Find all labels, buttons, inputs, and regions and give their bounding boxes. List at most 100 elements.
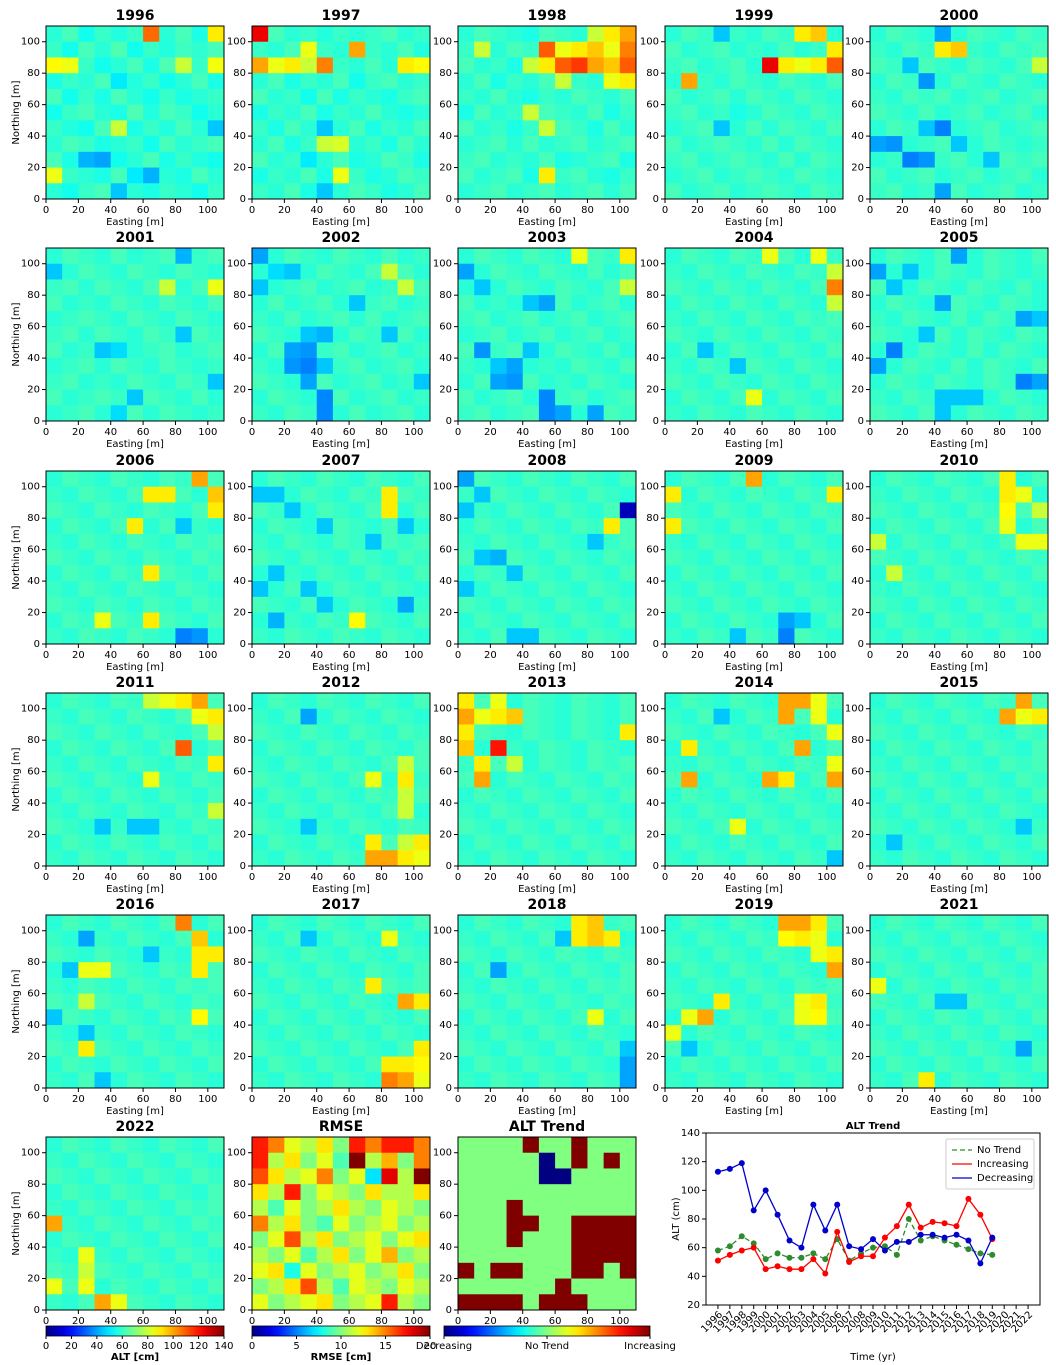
- cell: [397, 167, 415, 184]
- cell: [126, 1168, 144, 1185]
- cell: [934, 565, 952, 582]
- cell: [252, 693, 269, 710]
- y-tick-label: 60: [851, 767, 864, 778]
- series-line: [717, 1217, 993, 1262]
- cell: [191, 787, 209, 804]
- cell: [94, 1040, 112, 1057]
- cell: [207, 295, 225, 312]
- cell: [381, 183, 399, 200]
- cell: [78, 993, 95, 1010]
- cell: [950, 628, 968, 645]
- cell: [474, 946, 491, 963]
- cell: [397, 1072, 415, 1089]
- cell: [94, 1278, 112, 1295]
- cell: [826, 279, 844, 296]
- cell: [126, 1278, 144, 1295]
- cell: [474, 740, 491, 757]
- cell: [713, 326, 731, 343]
- cell: [934, 295, 952, 312]
- cell: [810, 373, 828, 390]
- cell: [381, 342, 399, 359]
- cell: [522, 533, 540, 551]
- cell: [934, 962, 952, 979]
- cell: [252, 518, 269, 535]
- cell: [316, 136, 334, 153]
- cell: [555, 88, 572, 106]
- cell: [522, 834, 540, 851]
- cell: [619, 834, 637, 851]
- cell: [999, 915, 1017, 932]
- frame: [664, 25, 844, 200]
- cell: [810, 612, 828, 629]
- cell: [506, 724, 524, 741]
- cell: [886, 533, 903, 551]
- y-tick-label: 60: [233, 1211, 246, 1222]
- cell: [934, 151, 952, 168]
- cell: [603, 486, 621, 503]
- cell: [665, 1072, 682, 1089]
- cell: [1015, 930, 1033, 947]
- cell: [159, 549, 176, 566]
- cell: [349, 248, 366, 265]
- cell: [950, 755, 968, 773]
- cell: [474, 120, 491, 137]
- cell: [681, 708, 698, 725]
- cell: [967, 803, 984, 820]
- cell: [159, 834, 176, 851]
- cell: [934, 693, 952, 710]
- cell: [349, 279, 366, 296]
- frame: [251, 1136, 431, 1311]
- cell: [381, 818, 399, 835]
- cell: [665, 708, 682, 725]
- x-tick-label: 0: [43, 427, 49, 438]
- cell: [950, 73, 968, 90]
- cell: [810, 326, 828, 343]
- cell: [490, 1137, 507, 1154]
- cell: [587, 1040, 605, 1057]
- cell: [490, 26, 507, 43]
- cell: [490, 279, 507, 296]
- x-tick-label: 60: [343, 1316, 356, 1327]
- cell: [159, 73, 176, 90]
- cell: [490, 612, 507, 629]
- cell: [619, 596, 637, 613]
- cell: [365, 1040, 382, 1057]
- cell: [934, 930, 952, 947]
- frame: [869, 247, 1049, 422]
- cell: [110, 612, 128, 629]
- cell: [143, 1199, 160, 1217]
- cell: [934, 263, 952, 280]
- cell: [191, 73, 209, 90]
- cell: [983, 628, 1000, 645]
- cell: [252, 1184, 269, 1201]
- cell: [967, 740, 984, 757]
- cell: [126, 740, 144, 757]
- cell: [555, 834, 572, 851]
- cell: [159, 1262, 176, 1279]
- cell: [46, 755, 63, 773]
- cell: [110, 248, 128, 265]
- cell: [619, 1137, 637, 1154]
- cell: [778, 850, 795, 867]
- x-tick-label: 60: [756, 205, 769, 216]
- y-tick-label: 80: [646, 68, 659, 79]
- cell: [603, 1231, 621, 1248]
- cell: [571, 310, 588, 328]
- x-tick-label: 80: [169, 205, 182, 216]
- cell: [349, 1262, 366, 1279]
- x-tick-label: 20: [72, 205, 85, 216]
- cell: [729, 549, 747, 566]
- cell: [94, 1294, 112, 1311]
- cell: [191, 26, 209, 43]
- cell: [1031, 755, 1049, 773]
- cell: [538, 803, 556, 820]
- cell: [506, 1168, 524, 1185]
- cell: [967, 724, 984, 741]
- cell: [729, 326, 747, 343]
- cell: [397, 993, 415, 1010]
- cell: [413, 1231, 431, 1248]
- cell: [918, 850, 936, 867]
- x-tick-label: 80: [581, 427, 594, 438]
- x-tick-label: 0: [867, 872, 873, 883]
- cell: [983, 565, 1000, 582]
